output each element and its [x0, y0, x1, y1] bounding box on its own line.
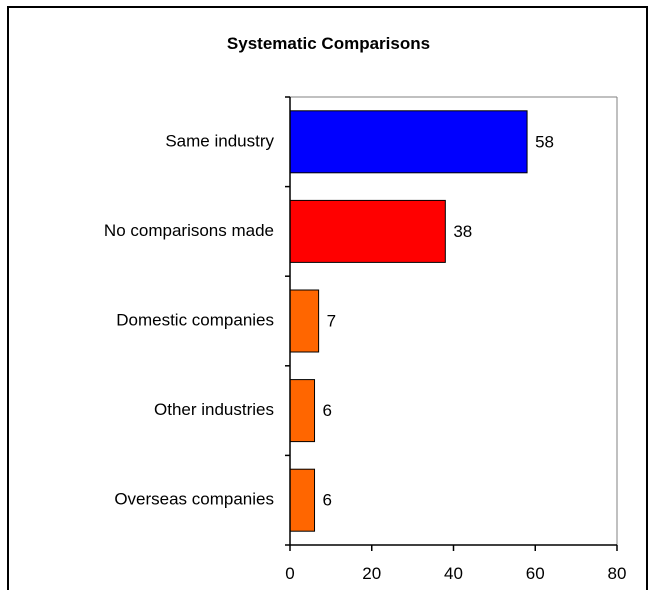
- bar: [289, 199, 446, 263]
- bar: [289, 110, 528, 174]
- data-label: 38: [453, 222, 472, 241]
- data-label: 6: [323, 491, 332, 510]
- bar: [289, 379, 316, 443]
- category-label: Same industry: [165, 131, 274, 150]
- x-tick-label: 0: [285, 564, 294, 583]
- x-tick-label: 60: [526, 564, 545, 583]
- x-tick-label: 80: [608, 564, 627, 583]
- data-label: 7: [327, 311, 336, 330]
- category-label: Other industries: [154, 400, 274, 419]
- chart-title: Systematic Comparisons: [226, 34, 431, 53]
- category-label: No comparisons made: [104, 221, 274, 240]
- x-tick-label: 40: [444, 564, 463, 583]
- data-label: 58: [535, 132, 554, 151]
- category-label: Overseas companies: [114, 490, 274, 509]
- bar: [289, 289, 320, 353]
- chart-frame: [7, 6, 648, 590]
- category-label: Domestic companies: [116, 310, 274, 329]
- plot-area: Same industry 58 No comparisons made 38 Dome…: [104, 96, 627, 583]
- x-tick-label: 20: [362, 564, 381, 583]
- data-label: 6: [323, 401, 332, 420]
- bar: [289, 468, 316, 532]
